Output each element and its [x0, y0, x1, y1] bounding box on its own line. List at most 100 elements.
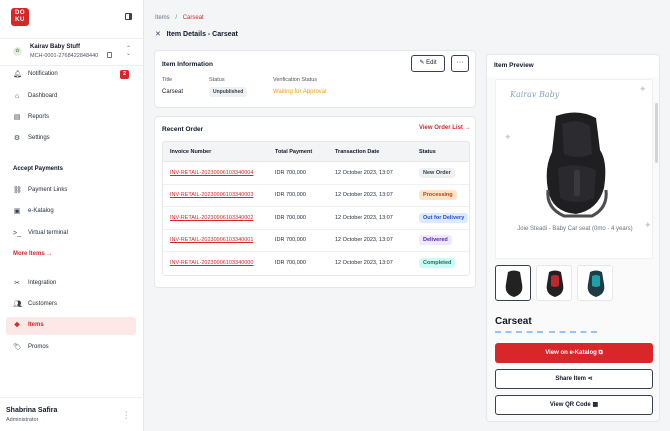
sidebar-item-label: Payment Links — [28, 187, 68, 193]
item-preview-panel: Item Preview Kairav Baby ✦ ✦ ✦ Joie Stea… — [486, 54, 660, 422]
document-icon: ▤ — [13, 114, 21, 121]
table-row: INV-RETAIL-20230906103340001 IDR 700,000… — [163, 230, 469, 252]
preview-scrollbar[interactable] — [655, 103, 658, 163]
sidebar-item-reports[interactable]: ▤ Reports — [6, 109, 136, 127]
edit-button[interactable]: ✎ Edit — [411, 55, 445, 72]
integration-icon: ✂ — [14, 280, 20, 287]
transaction-date: 12 October 2023, 13:07 — [335, 169, 393, 176]
verification-status-label: Verification Status — [273, 77, 318, 83]
kebab-menu-icon[interactable]: · · · — [125, 409, 128, 422]
sidebar-item-label: Customers — [28, 301, 58, 307]
breadcrumb: Items / Carseat — [155, 15, 204, 21]
transaction-date: 12 October 2023, 13:07 — [335, 260, 393, 267]
star-decoration-icon: ✦ — [644, 220, 652, 230]
user-name: Shabrina Safira — [6, 407, 58, 414]
breadcrumb-current: Carseat — [182, 15, 204, 21]
sidebar-item-label: Integration — [28, 280, 57, 286]
column-header: Transaction Date — [335, 148, 380, 155]
view-qr-code-button[interactable]: View QR Code ▦ — [495, 395, 653, 415]
bell-icon: 🔔︎ — [13, 71, 22, 78]
status-label: Status — [209, 77, 225, 83]
sidebar-item-items[interactable]: ❖ Items — [6, 317, 136, 335]
sidebar-item-virtual-terminal[interactable]: >_ Virtual terminal — [6, 225, 136, 243]
page-header: ✕ Item Details - Carseat — [155, 30, 238, 38]
item-information-title: Item Information — [162, 61, 213, 68]
sidebar-item-label: Promos — [28, 344, 49, 350]
sidebar-item-notification[interactable]: 🔔︎ Notification 2 — [6, 66, 136, 84]
column-header: Total Payment — [275, 148, 313, 155]
total-payment: IDR 700,000 — [275, 169, 306, 176]
status-value: Unpublished — [209, 87, 248, 97]
table-row: INV-RETAIL-20230906103340002 IDR 700,000… — [163, 207, 469, 230]
status-badge: Delivered — [419, 235, 452, 246]
edit-button-label: Edit — [426, 60, 437, 66]
status-badge: Completed — [419, 258, 456, 269]
users-icon: 👥︎ — [13, 301, 22, 308]
link-icon: ⛓ — [13, 187, 22, 194]
total-payment: IDR 700,000 — [275, 192, 306, 199]
product-main-image[interactable]: Kairav Baby ✦ ✦ ✦ Joie Steadi - Baby Car… — [495, 79, 653, 259]
view-on-ekatalog-button[interactable]: View on e-Katalog ⧉ — [495, 343, 653, 363]
thumbnail-red[interactable] — [536, 265, 572, 301]
chevron-updown-icon[interactable]: ⌃ ⌄ — [126, 46, 132, 57]
sidebar-item-label: Items — [28, 322, 44, 328]
verification-status-value: Waiting for Approval — [273, 89, 327, 95]
status-badge: New Order — [419, 167, 455, 178]
more-options-button[interactable]: ··· — [451, 55, 469, 72]
product-thumbnails — [495, 265, 653, 301]
merchant-name: Kairav Baby Stuff — [30, 44, 81, 50]
edit-icon: ✎ — [419, 60, 425, 66]
merchant-avatar: ✿ — [13, 47, 22, 56]
sidebar-item-integration[interactable]: ✂ Integration — [6, 275, 136, 293]
tag-icon: 🏷︎ — [13, 344, 22, 351]
share-item-button[interactable]: Share Item ⋖ — [495, 369, 653, 389]
view-order-list-link[interactable]: View Order List → — [419, 125, 471, 131]
status-badge: Unpublished — [209, 87, 248, 97]
total-payment: IDR 700,000 — [275, 260, 306, 267]
invoice-link[interactable]: INV-RETAIL-20230906103340002 — [170, 214, 254, 221]
home-icon: ⌂ — [14, 93, 20, 100]
merchant-switcher[interactable]: ✿ Kairav Baby Stuff MCH-0001-27684228484… — [0, 38, 144, 66]
doku-logo[interactable]: DO KU — [11, 8, 29, 26]
sidebar-item-customers[interactable]: 👥︎ Customers — [6, 296, 136, 314]
sidebar-item-payment-links[interactable]: ⛓ Payment Links — [6, 182, 136, 200]
invoice-link[interactable]: INV-RETAIL-20230906103340004 — [170, 169, 254, 176]
merchant-id: MCH-0001-2768422848440 — [30, 53, 99, 59]
sidebar-item-dashboard[interactable]: ⌂ Dashboard — [6, 88, 136, 106]
sidebar-item-ekatalog[interactable]: ▣ e-Katalog — [6, 203, 136, 221]
close-icon[interactable]: ✕ — [155, 31, 161, 38]
status-badge: Processing — [419, 190, 457, 201]
recent-order-card: Recent Order View Order List → Invoice N… — [154, 116, 476, 288]
brand-logo-text: Kairav Baby — [510, 90, 560, 99]
sidebar-item-label: Virtual terminal — [28, 230, 68, 236]
total-payment: IDR 700,000 — [275, 237, 306, 244]
carseat-image — [546, 112, 608, 218]
item-preview-title: Item Preview — [494, 62, 534, 69]
preview-scroll-area[interactable]: Kairav Baby ✦ ✦ ✦ Joie Steadi - Baby Car… — [487, 77, 659, 421]
more-items-link[interactable]: More Items → — [13, 251, 53, 257]
breadcrumb-separator: / — [175, 15, 178, 21]
star-decoration-icon: ✦ — [639, 84, 647, 94]
sidebar: DO KU ✿ Kairav Baby Stuff MCH-0001-276842… — [0, 0, 144, 431]
invoice-link[interactable]: INV-RETAIL-20230906103340000 — [170, 260, 254, 267]
sidebar-item-label: e-Katalog — [28, 208, 54, 214]
boxes-icon: ❖ — [13, 322, 21, 329]
product-image-caption: Joie Steadi - Baby Car seat (0mo - 4 yea… — [517, 226, 633, 232]
invoice-link[interactable]: INV-RETAIL-20230906103340003 — [170, 192, 254, 199]
breadcrumb-root[interactable]: Items — [155, 15, 170, 21]
star-decoration-icon: ✦ — [504, 132, 512, 142]
copy-icon[interactable] — [107, 52, 112, 58]
invoice-link[interactable]: INV-RETAIL-20230906103340001 — [170, 237, 254, 244]
thumbnail-teal[interactable] — [577, 265, 613, 301]
transaction-date: 12 October 2023, 13:07 — [335, 237, 393, 244]
transaction-date: 12 October 2023, 13:07 — [335, 214, 393, 221]
sidebar-collapse-icon[interactable] — [125, 13, 132, 20]
sidebar-item-promos[interactable]: 🏷︎ Promos — [6, 339, 136, 357]
table-row: INV-RETAIL-20230906103340003 IDR 700,000… — [163, 185, 469, 207]
column-header: Status — [419, 148, 436, 155]
user-profile: Shabrina Safira Administrator · · · — [0, 397, 144, 431]
thumbnail-black[interactable] — [495, 265, 531, 301]
sidebar-item-settings[interactable]: ⚙ Settings — [6, 130, 136, 148]
recent-order-table: Invoice Number Total Payment Transaction… — [162, 141, 470, 276]
title-label: Title — [162, 77, 173, 83]
